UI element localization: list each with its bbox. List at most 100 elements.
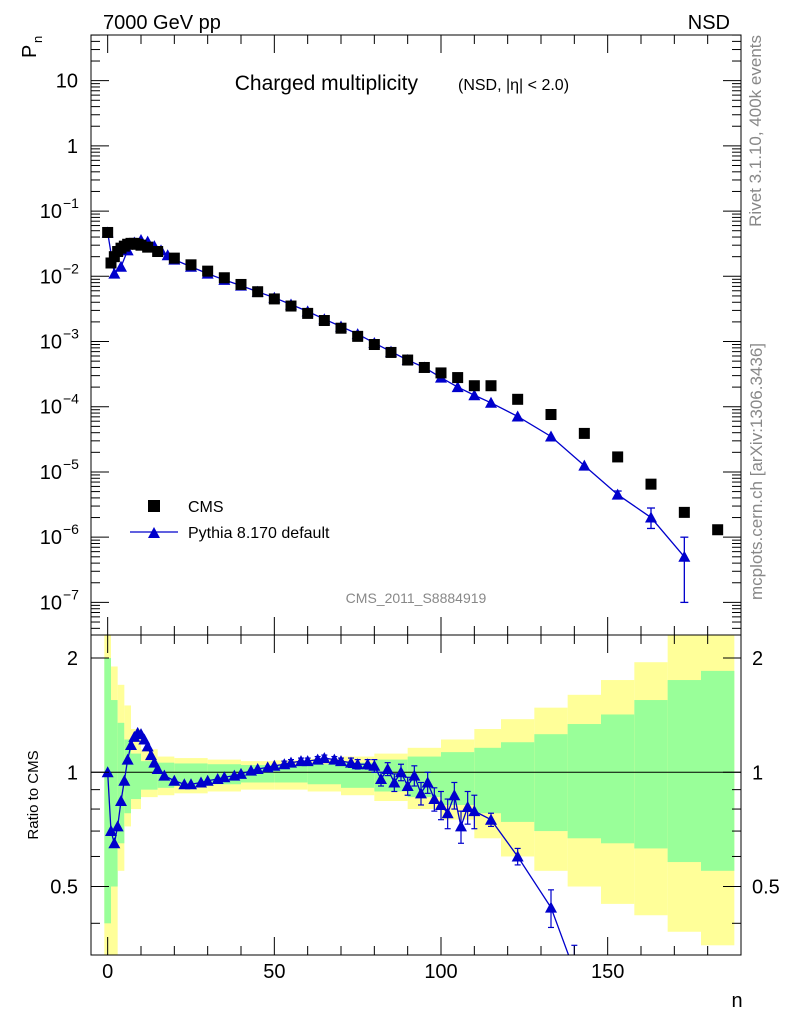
- chart-title: Charged multiplicity: [235, 72, 419, 95]
- y-tick-label-base: 10: [40, 592, 62, 614]
- y-tick-label: 1: [67, 136, 78, 158]
- ratio-point: [235, 767, 247, 779]
- ratio-point: [218, 771, 231, 783]
- cms-point: [302, 307, 314, 319]
- ratio-y-tick-label-left: 2: [67, 648, 78, 670]
- y-tick-label-exp: −1: [63, 195, 79, 211]
- cms-point: [712, 524, 724, 536]
- ratio-point: [345, 756, 357, 768]
- cms-point: [368, 339, 380, 351]
- x-axis-label: n: [731, 990, 742, 1012]
- main-plot-ticks: [91, 34, 741, 635]
- y-tick-label-base: 10: [40, 527, 62, 549]
- y-tick-label: 10 −3: [40, 326, 79, 354]
- ratio-point: [105, 825, 117, 837]
- ratio-point: [335, 755, 347, 767]
- ratio-y-tick-label-right: 0.5: [752, 877, 780, 899]
- ratio-point: [361, 758, 374, 770]
- legend: CMS Pythia 8.170 default: [130, 499, 330, 542]
- cms-point: [645, 478, 657, 490]
- header-right: NSD: [688, 12, 730, 34]
- y-tick-label-exp: −6: [63, 521, 79, 537]
- ratio-point: [121, 753, 134, 765]
- y-axis-label: P n: [19, 36, 45, 58]
- header-left: 7000 GeV pp: [103, 12, 221, 34]
- cms-point: [678, 506, 690, 518]
- y-tick-label: 10 −5: [40, 456, 79, 484]
- ratio-point: [115, 795, 127, 807]
- x-tick-label: 150: [591, 961, 624, 983]
- ratio-tick-labels: 0.5 0.5 1 1 2 2 0 50 100 150: [50, 648, 780, 983]
- y-tick-label: 10 −1: [40, 195, 79, 223]
- ratio-point: [408, 769, 421, 781]
- y-axis-label-main: P: [19, 45, 41, 58]
- ratio-panel: 0.5 0.5 1 1 2 2 0 50 100 150 Ratio to CMS n: [25, 634, 780, 1012]
- ratio-y-tick-label-right: 2: [752, 648, 763, 670]
- pythia-point: [485, 396, 497, 408]
- ratio-point: [395, 766, 407, 778]
- cms-point: [185, 259, 197, 271]
- ratio-band-inner: [141, 761, 158, 790]
- cms-point: [152, 246, 164, 258]
- legend-cms-label: CMS: [188, 499, 224, 516]
- ratio-uncertainty-bands: [104, 635, 735, 955]
- y-tick-label-base: 10: [40, 266, 62, 288]
- cms-point: [578, 427, 590, 439]
- cms-point: [285, 300, 297, 312]
- ratio-band-inner: [501, 742, 535, 822]
- cms-point: [268, 293, 280, 305]
- cms-point: [318, 315, 330, 327]
- cms-point: [612, 451, 624, 463]
- legend-pythia-label: Pythia 8.170 default: [188, 525, 330, 542]
- ratio-y-tick-label-left: 1: [67, 762, 78, 784]
- y-tick-label-exp: −5: [63, 456, 79, 472]
- ratio-band-inner: [534, 734, 568, 832]
- y-tick-label-base: 10: [40, 397, 62, 419]
- ratio-band-inner: [104, 658, 111, 924]
- y-tick-label: 10: [56, 71, 78, 93]
- cms-point: [512, 393, 524, 405]
- pythia-point: [451, 381, 464, 393]
- y-tick-label: 10 −7: [40, 586, 79, 614]
- ratio-point: [428, 793, 441, 805]
- ratio-y-tick-label-right: 1: [752, 762, 763, 784]
- ratio-point: [511, 850, 524, 862]
- ratio-point: [268, 759, 281, 771]
- x-tick-label: 50: [263, 961, 285, 983]
- ratio-frame: [90, 634, 742, 956]
- y-axis-label-sub: n: [30, 36, 45, 43]
- y-tick-label-base: 10: [40, 332, 62, 354]
- ratio-band-inner: [111, 700, 118, 887]
- ratio-point: [185, 778, 197, 790]
- ratio-point: [421, 776, 434, 788]
- cms-point: [418, 361, 430, 373]
- y-tick-label: 10 −4: [40, 391, 79, 419]
- pythia-point: [115, 260, 127, 272]
- cms-point: [168, 252, 180, 264]
- y-tick-label-exp: −4: [63, 391, 79, 407]
- cms-point: [545, 409, 557, 421]
- cms-point: [102, 226, 114, 238]
- ratio-point: [328, 753, 341, 765]
- ratio-point: [118, 774, 131, 786]
- ratio-point: [141, 740, 154, 752]
- ratio-band-inner: [307, 764, 341, 785]
- cms-point: [218, 272, 230, 284]
- x-tick-label: 100: [424, 961, 457, 983]
- pythia-point: [578, 459, 591, 471]
- ratio-band-inner: [667, 680, 701, 863]
- pythia-point: [511, 410, 524, 422]
- cms-point: [452, 372, 464, 384]
- ratio-point: [485, 813, 497, 825]
- ratio-point: [381, 763, 394, 775]
- cms-point: [402, 354, 414, 366]
- y-tick-label-exp: −2: [63, 260, 79, 276]
- cms-point: [485, 380, 497, 392]
- y-tick-label: 10 −6: [40, 521, 79, 549]
- main-plot-frame: [90, 34, 742, 636]
- x-tick-label: 0: [102, 961, 113, 983]
- ratio-point: [201, 774, 214, 786]
- ratio-band-inner: [634, 700, 668, 849]
- pythia-point: [545, 430, 557, 442]
